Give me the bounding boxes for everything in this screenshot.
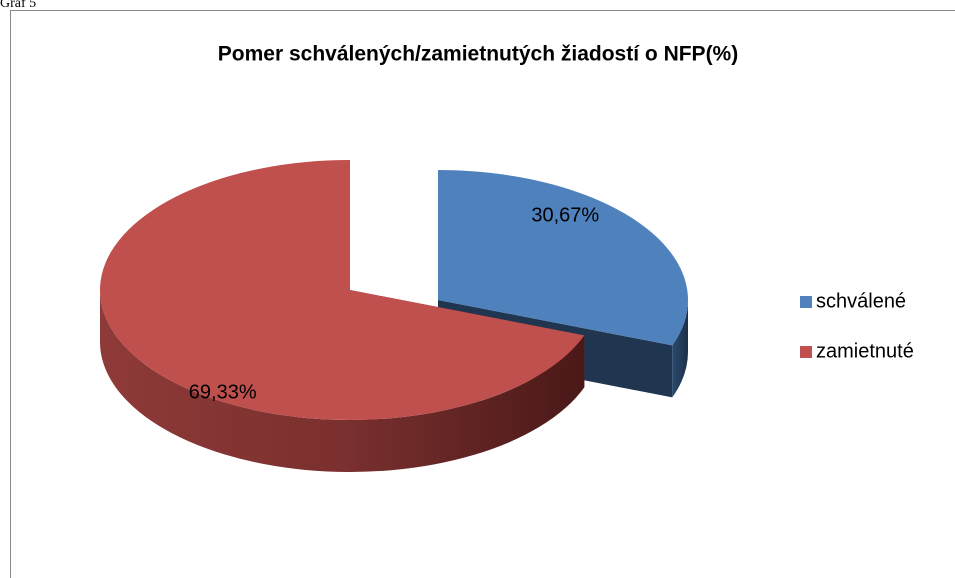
chart-title: Pomer schválených/zamietnutých žiadostí … [218,43,738,66]
legend-label: zamietnuté [816,340,914,362]
slice-side [672,300,688,398]
data-label: 30,67% [531,204,599,226]
legend-swatch [800,296,812,308]
legend-swatch [800,346,812,358]
slice [99,160,585,420]
slice-side [100,290,585,472]
legend-label: schválené [816,290,906,312]
caption: Graf 5 [0,0,36,11]
data-label: 69,33% [189,381,257,403]
slice [438,170,688,346]
